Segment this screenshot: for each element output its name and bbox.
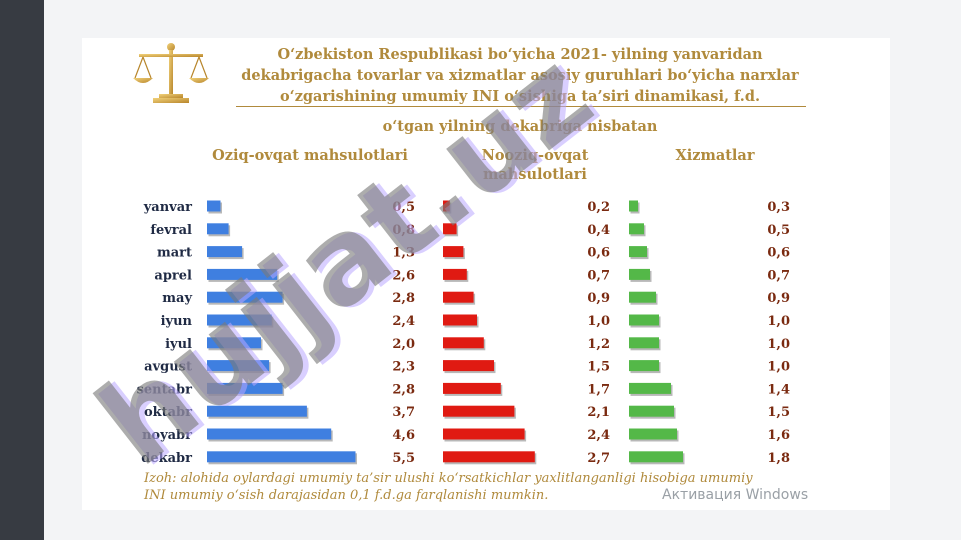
category-label-dekabr: dekabr [141,451,192,466]
bar-1-dekabr [443,451,535,462]
footnote-line-2: INI umumiy o‘sish darajasidan 0,1 f.d.ga… [144,488,548,503]
bar-1-avgust [443,360,494,371]
bar-1-sentabr [443,383,501,394]
bar-2-sentabr [629,383,671,394]
bar-1-mart [443,246,463,257]
bar-0-mart [207,246,242,257]
value-label-0-iyun: 2,4 [392,314,415,329]
bar-2-fevral [629,223,644,234]
bar-2-yanvar [629,201,638,212]
bar-2-dekabr [629,451,683,462]
category-label-iyul: iyul [165,337,192,352]
value-label-2-noyabr: 1,6 [767,428,790,443]
bar-1-iyun [443,315,477,326]
value-label-1-oktabr: 2,1 [587,405,610,420]
category-label-mart: mart [157,246,192,261]
footnote-line-1: Izoh: alohida oylardagi umumiy ta’sir ul… [144,471,753,486]
bar-2-may [629,292,656,303]
value-label-2-fevral: 0,5 [767,223,790,238]
bar-2-iyun [629,315,659,326]
bar-2-aprel [629,269,650,280]
value-label-2-sentabr: 1,4 [767,382,790,397]
value-label-1-iyun: 1,0 [587,314,610,329]
bar-0-aprel [207,269,277,280]
category-label-fevral: fevral [150,223,192,238]
bar-0-oktabr [207,406,307,417]
bar-0-fevral [207,223,229,234]
bar-1-yanvar [443,201,450,212]
bar-2-oktabr [629,406,674,417]
value-label-1-avgust: 1,5 [587,360,610,375]
bar-2-mart [629,246,647,257]
category-label-noyabr: noyabr [142,428,192,443]
category-label-oktabr: oktabr [144,405,192,420]
value-label-2-mart: 0,6 [767,246,790,261]
bar-0-sentabr [207,383,283,394]
value-label-0-sentabr: 2,8 [392,382,415,397]
category-label-may: may [162,291,192,306]
value-label-1-yanvar: 0,2 [587,200,610,215]
bar-0-yanvar [207,201,221,212]
value-label-2-avgust: 1,0 [767,360,790,375]
value-label-1-may: 0,9 [587,291,610,306]
value-label-0-iyul: 2,0 [392,337,415,352]
value-label-1-noyabr: 2,4 [587,428,610,443]
value-label-2-dekabr: 1,8 [767,451,790,466]
value-label-0-noyabr: 4,6 [392,428,415,443]
category-label-iyun: iyun [161,314,193,329]
bar-1-fevral [443,223,457,234]
value-label-1-aprel: 0,7 [587,268,610,283]
value-label-1-dekabr: 2,7 [587,451,610,466]
value-label-2-yanvar: 0,3 [767,200,790,215]
value-label-2-may: 0,9 [767,291,790,306]
value-label-2-iyul: 1,0 [767,337,790,352]
bar-2-iyul [629,337,659,348]
bar-0-avgust [207,360,269,371]
bar-2-noyabr [629,429,677,440]
value-label-1-sentabr: 1,7 [587,382,610,397]
category-label-avgust: avgust [144,360,192,375]
category-label-yanvar: yanvar [143,200,192,215]
category-label-sentabr: sentabr [137,382,193,397]
value-label-0-oktabr: 3,7 [392,405,415,420]
category-label-aprel: aprel [154,268,192,283]
bar-0-iyul [207,337,261,348]
bar-0-may [207,292,283,303]
bar-1-aprel [443,269,467,280]
value-label-0-avgust: 2,3 [392,360,415,375]
bar-1-noyabr [443,429,525,440]
bar-1-iyul [443,337,484,348]
value-label-1-fevral: 0,4 [587,223,610,238]
value-label-0-mart: 1,3 [392,246,415,261]
activation-overlay-text: Активация Windows [662,487,808,503]
bar-1-may [443,292,474,303]
bar-1-oktabr [443,406,514,417]
value-label-1-mart: 0,6 [587,246,610,261]
value-label-0-yanvar: 0,5 [392,200,415,215]
bar-2-avgust [629,360,659,371]
value-label-1-iyul: 1,2 [587,337,610,352]
bar-0-iyun [207,315,272,326]
value-label-2-aprel: 0,7 [767,268,790,283]
value-label-2-oktabr: 1,5 [767,405,790,420]
value-label-2-iyun: 1,0 [767,314,790,329]
bar-0-dekabr [207,451,356,462]
value-label-0-dekabr: 5,5 [392,451,415,466]
value-label-0-may: 2,8 [392,291,415,306]
value-label-0-aprel: 2,6 [392,268,415,283]
bar-0-noyabr [207,429,331,440]
value-label-0-fevral: 0,8 [392,223,415,238]
